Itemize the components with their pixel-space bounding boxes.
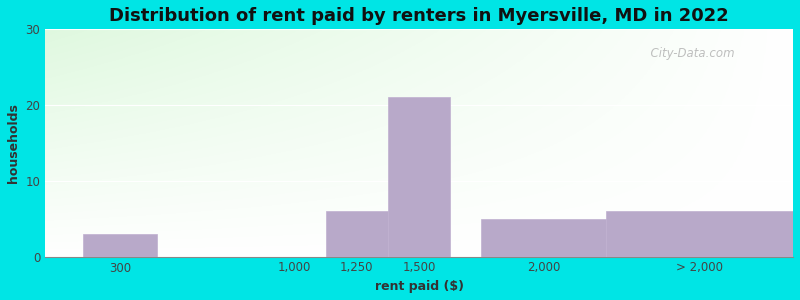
Bar	[326, 211, 388, 256]
Title: Distribution of rent paid by renters in Myersville, MD in 2022: Distribution of rent paid by renters in …	[110, 7, 729, 25]
Text: City-Data.com: City-Data.com	[643, 47, 735, 61]
Bar	[388, 98, 450, 256]
Y-axis label: households: households	[7, 103, 20, 183]
Bar	[606, 211, 793, 256]
X-axis label: rent paid ($): rent paid ($)	[374, 280, 464, 293]
Bar	[82, 234, 158, 256]
Bar	[482, 219, 606, 256]
